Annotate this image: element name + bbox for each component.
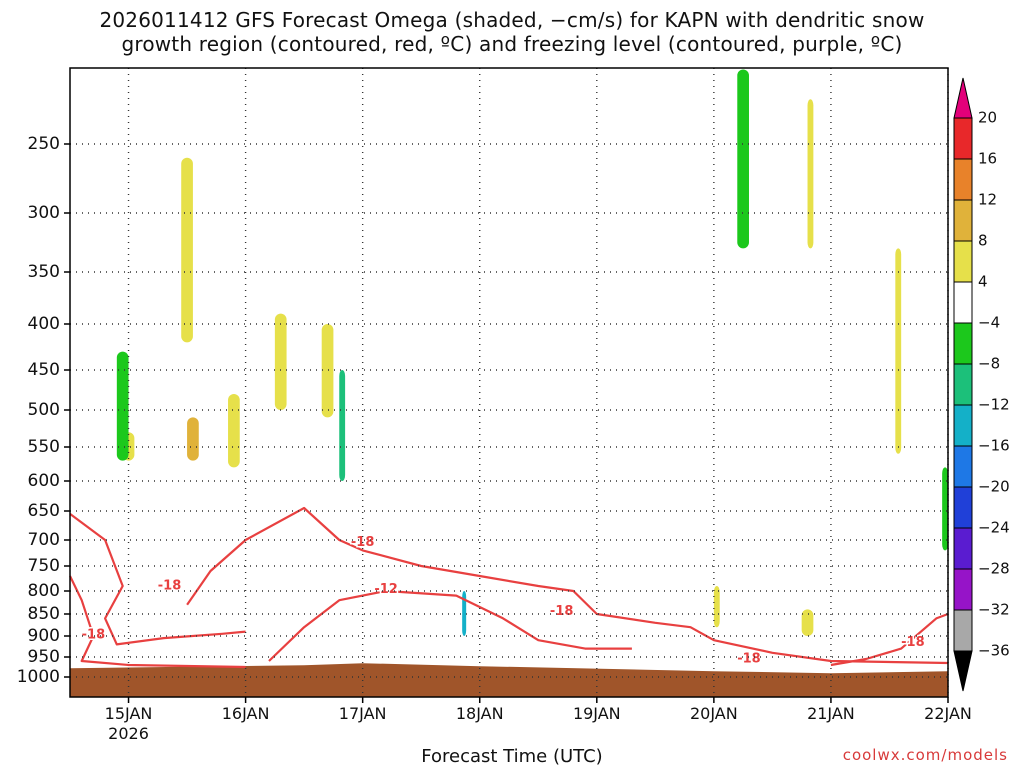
- x-tick-label: 19JAN: [573, 704, 621, 723]
- y-tick-label: 350: [28, 262, 60, 282]
- omega-region-downward: [462, 591, 467, 636]
- colorbar-label: −4: [978, 314, 1000, 332]
- y-tick-label: 550: [28, 437, 60, 457]
- colorbar-label: −24: [978, 519, 1010, 537]
- colorbar-label: −32: [978, 601, 1010, 619]
- y-tick-label: 850: [28, 604, 60, 624]
- x-tick-label: 20JAN: [690, 704, 738, 723]
- contour-label: -18: [901, 635, 925, 650]
- colorbar-label: 12: [978, 191, 997, 209]
- dgz-contour-3: [268, 589, 632, 662]
- omega-region-upward: [228, 394, 240, 468]
- omega-region-downward: [116, 351, 129, 461]
- y-tick-label: 450: [28, 360, 60, 380]
- colorbar-label: 4: [978, 273, 988, 291]
- chart-title-line2: growth region (contoured, red, ºC) and f…: [121, 32, 903, 56]
- colorbar-swatch: [953, 117, 973, 160]
- colorbar-label: 16: [978, 150, 997, 168]
- colorbar-swatch: [953, 240, 973, 283]
- x-tick-label: 18JAN: [456, 704, 504, 723]
- dgz-contour-1: [69, 575, 246, 669]
- colorbar-label: 8: [978, 232, 988, 250]
- x-tick-label: 22JAN: [924, 704, 972, 723]
- omega-region-upward: [187, 417, 199, 461]
- colorbar-swatch: [953, 568, 973, 611]
- colorbar-swatch: [953, 486, 973, 529]
- omega-region-upward: [274, 313, 287, 410]
- colorbar-bottom-arrow: [953, 650, 973, 692]
- y-tick-label: 250: [28, 134, 60, 154]
- x-tick-label: 17JAN: [339, 704, 387, 723]
- colorbar-swatch: [953, 527, 973, 570]
- omega-region-downward: [942, 467, 948, 551]
- y-tick-label: 400: [28, 314, 60, 334]
- colorbar-label: −12: [978, 396, 1010, 414]
- x-axis-label: Forecast Time (UTC): [421, 746, 603, 767]
- dgz-contour-2: [186, 506, 949, 665]
- colorbar-label: −16: [978, 437, 1010, 455]
- colorbar-swatch: [953, 404, 973, 447]
- colorbar-label: −20: [978, 478, 1010, 496]
- omega-region-upward: [895, 248, 902, 454]
- chart-title-line1: 2026011412 GFS Forecast Omega (shaded, −…: [99, 8, 925, 32]
- contour-label: -18: [737, 652, 761, 667]
- y-tick-label: 750: [28, 556, 60, 576]
- colorbar-label: −36: [978, 642, 1010, 660]
- colorbar-swatch: [953, 363, 973, 406]
- y-tick-label: 500: [28, 400, 60, 420]
- contour-label: -18: [82, 628, 106, 643]
- dgz-contour-4: [830, 612, 949, 667]
- omega-region-upward: [807, 99, 814, 249]
- dgz-contour-0: [69, 513, 246, 646]
- credit-text: coolwx.com/models: [842, 746, 1008, 764]
- y-tick-label: 950: [28, 647, 60, 667]
- terrain-fill: [70, 663, 948, 697]
- colorbar-swatch: [953, 609, 973, 652]
- y-tick-label: 900: [28, 626, 60, 646]
- y-tick-label: 650: [28, 501, 60, 521]
- x-tick-label: 16JAN: [222, 704, 270, 723]
- omega-region-downward: [339, 370, 346, 481]
- omega-region-upward: [801, 609, 814, 636]
- colorbar-swatch: [953, 281, 973, 324]
- colorbar-label: −8: [978, 355, 1000, 373]
- omega-region-upward: [713, 586, 720, 628]
- x-tick-label: 15JAN: [105, 704, 153, 723]
- colorbar-swatch: [953, 445, 973, 488]
- contour-label: -18: [158, 579, 182, 594]
- y-tick-label: 800: [28, 581, 60, 601]
- omega-region-downward: [737, 69, 749, 249]
- contour-label: -12: [374, 582, 398, 597]
- x-tick-sublabel: 2026: [108, 724, 149, 743]
- colorbar-swatch: [953, 158, 973, 201]
- omega-region-upward: [321, 324, 334, 418]
- colorbar-swatch: [953, 322, 973, 365]
- omega-region-upward: [181, 157, 193, 343]
- colorbar-swatch: [953, 199, 973, 242]
- y-tick-label: 700: [28, 530, 60, 550]
- colorbar-label: 20: [978, 109, 997, 127]
- y-tick-label: 600: [28, 471, 60, 491]
- contour-label: -18: [550, 604, 574, 619]
- y-tick-label: 300: [28, 203, 60, 223]
- colorbar-label: −28: [978, 560, 1010, 578]
- plot-frame: [69, 67, 949, 698]
- y-tick-label: 1000: [17, 667, 60, 687]
- x-tick-label: 21JAN: [807, 704, 855, 723]
- colorbar-top-arrow: [953, 77, 973, 119]
